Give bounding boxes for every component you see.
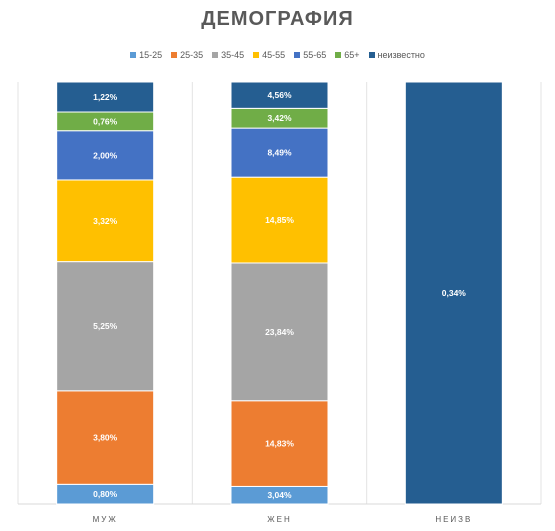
data-label: 3,32% [93, 216, 118, 226]
bar-segment-жен-1 [230, 400, 329, 487]
legend-item-1: 25-35 [171, 50, 203, 60]
legend-swatch [368, 52, 375, 58]
legend-swatch [130, 52, 137, 58]
bar-segment-жен-3 [230, 176, 329, 264]
data-label: 8,49% [267, 148, 292, 158]
legend-item-5: 65+ [335, 50, 360, 60]
legend-label: 15-25 [139, 50, 163, 60]
bar-segment-жен-6 [230, 81, 329, 109]
legend-swatch [294, 52, 301, 58]
data-label: 0,80% [93, 489, 118, 499]
legend-item-4: 55-65 [294, 50, 326, 60]
x-tick-label: НЕИЗВ [435, 515, 472, 524]
data-label: 3,42% [267, 113, 292, 123]
data-label: 3,80% [93, 433, 118, 443]
data-label: 2,00% [93, 150, 118, 160]
legend-label: неизвестно [377, 50, 425, 60]
legend-item-6: неизвестно [368, 50, 425, 60]
data-label: 14,85% [265, 215, 294, 225]
data-label: 1,22% [93, 92, 118, 102]
legend-label: 45-55 [262, 50, 286, 60]
legend-swatch [212, 52, 219, 58]
bar-segment-жен-4 [230, 127, 329, 178]
bar-segment-неизв-6 [404, 81, 503, 505]
data-label: 0,76% [93, 116, 118, 126]
bar-segment-муж-2 [56, 261, 155, 392]
legend-label: 25-35 [180, 50, 204, 60]
data-label: 3,04% [267, 490, 292, 500]
bar-segment-жен-2 [230, 262, 329, 402]
legend-item-3: 45-55 [253, 50, 285, 60]
legend-swatch [253, 52, 260, 58]
bar-segment-муж-4 [56, 130, 155, 181]
data-label: 23,84% [265, 327, 294, 337]
x-tick-label: МУЖ [93, 515, 118, 524]
data-label: 0,34% [442, 288, 467, 298]
data-label: 5,25% [93, 321, 118, 331]
bar-segment-муж-3 [56, 179, 155, 263]
chart-title: ДЕМОГРАФИЯ [201, 8, 354, 30]
data-label: 14,83% [265, 439, 294, 449]
legend: 15-25 25-35 35-45 45-55 55-65 65+ неизвестно [0, 50, 555, 60]
legend-swatch [335, 52, 342, 58]
bar-segment-муж-6 [56, 81, 155, 113]
x-tick-label: ЖЕН [267, 515, 292, 524]
legend-label: 55-65 [303, 50, 327, 60]
legend-item-0: 15-25 [130, 50, 162, 60]
legend-swatch [171, 52, 178, 58]
bar-segment-муж-1 [56, 390, 155, 485]
legend-label: 65+ [344, 50, 360, 60]
legend-label: 35-45 [221, 50, 245, 60]
legend-item-2: 35-45 [212, 50, 244, 60]
data-label: 4,56% [267, 90, 292, 100]
